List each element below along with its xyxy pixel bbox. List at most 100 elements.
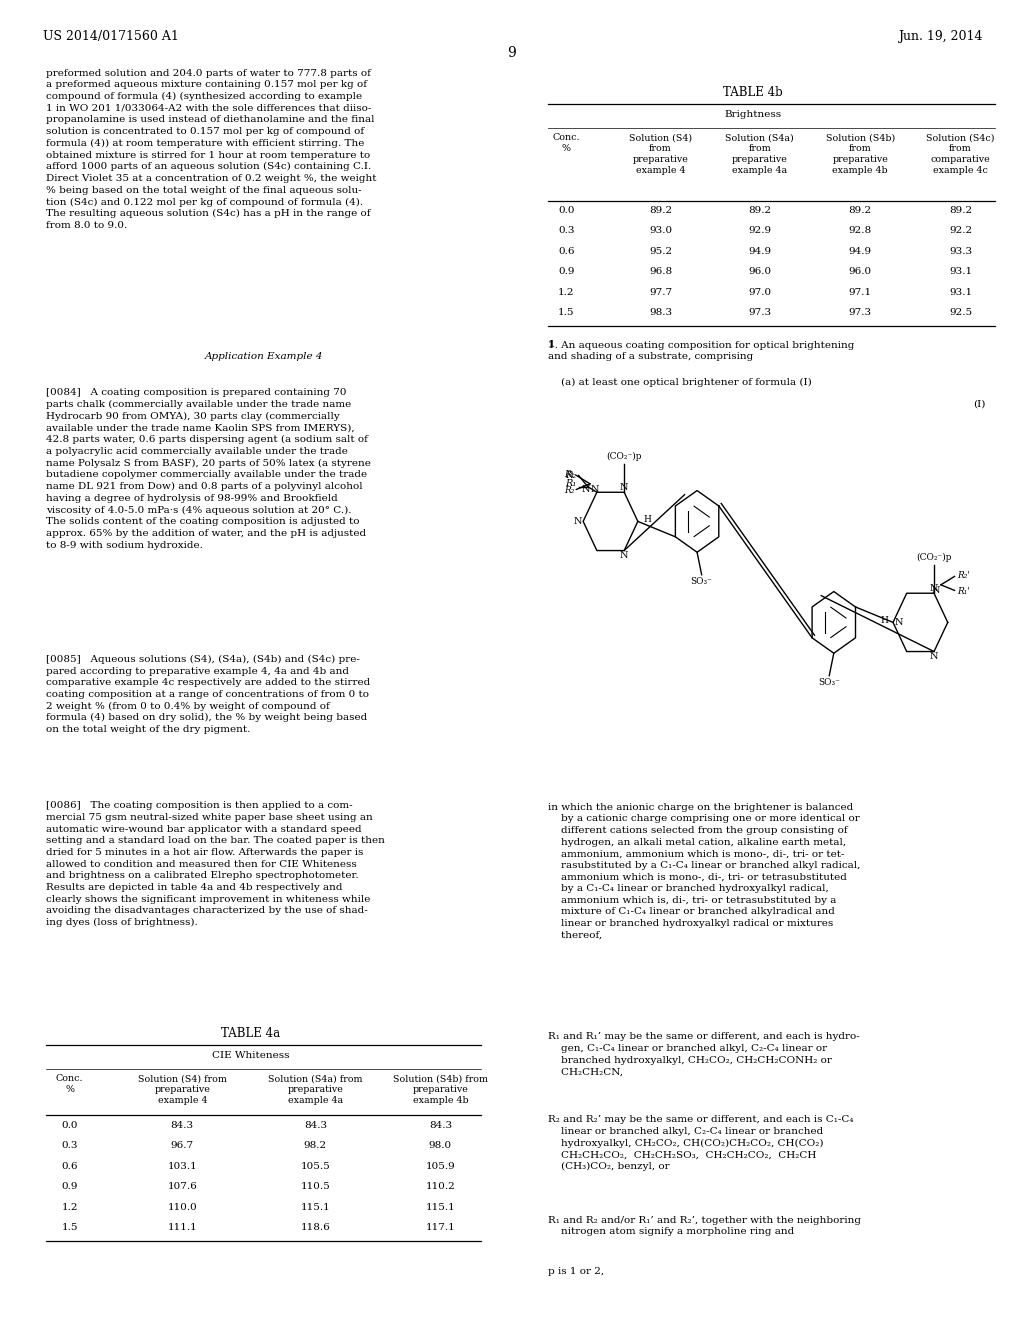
Text: 107.6: 107.6 [167, 1183, 198, 1191]
Text: 89.2: 89.2 [749, 206, 771, 215]
Text: R₁': R₁' [956, 587, 970, 597]
Text: N: N [930, 652, 938, 660]
Text: 97.3: 97.3 [849, 309, 871, 317]
Text: 97.1: 97.1 [849, 288, 871, 297]
Text: 0.6: 0.6 [558, 247, 574, 256]
Text: 0.3: 0.3 [61, 1140, 78, 1150]
Text: 111.1: 111.1 [167, 1222, 198, 1232]
Text: 105.5: 105.5 [300, 1162, 331, 1171]
Text: (CO₂⁻)p: (CO₂⁻)p [606, 453, 642, 462]
Text: 110.5: 110.5 [300, 1183, 331, 1191]
Text: 95.2: 95.2 [649, 247, 672, 256]
Text: 89.2: 89.2 [649, 206, 672, 215]
Text: N: N [894, 618, 903, 627]
Text: R₁ and R₁’ may be the same or different, and each is hydro-
    gen, C₁-C₄ linea: R₁ and R₁’ may be the same or different,… [548, 1032, 859, 1076]
Text: 94.9: 94.9 [849, 247, 871, 256]
Text: R₁: R₁ [563, 470, 574, 479]
Text: 97.7: 97.7 [649, 288, 672, 297]
Text: (a) at least one optical brightener of formula (I): (a) at least one optical brightener of f… [548, 378, 812, 387]
Text: 105.9: 105.9 [425, 1162, 456, 1171]
Text: Conc.
%: Conc. % [553, 133, 580, 153]
Text: 96.7: 96.7 [171, 1140, 194, 1150]
Text: 97.3: 97.3 [749, 309, 771, 317]
Text: 1. An aqueous coating composition for optical brightening
and shading of a subst: 1. An aqueous coating composition for op… [548, 341, 854, 362]
Text: 0.0: 0.0 [558, 206, 574, 215]
Text: 1.5: 1.5 [61, 1222, 78, 1232]
Text: US 2014/0171560 A1: US 2014/0171560 A1 [43, 30, 179, 44]
Text: Solution (S4) from
preparative
example 4: Solution (S4) from preparative example 4 [138, 1074, 226, 1105]
Text: [0084]   A coating composition is prepared containing 70
parts chalk (commercial: [0084] A coating composition is prepared… [46, 388, 371, 549]
Text: 110.0: 110.0 [167, 1203, 198, 1212]
Text: 93.1: 93.1 [949, 288, 972, 297]
Text: 118.6: 118.6 [300, 1222, 331, 1232]
Text: 92.5: 92.5 [949, 309, 972, 317]
Text: 89.2: 89.2 [949, 206, 972, 215]
Text: Conc.
%: Conc. % [56, 1074, 83, 1094]
Text: R₁ and R₂ and/or R₁’ and R₂’, together with the neighboring
    nitrogen atom si: R₁ and R₂ and/or R₁’ and R₂’, together w… [548, 1216, 861, 1237]
Text: 97.0: 97.0 [749, 288, 771, 297]
Text: 115.1: 115.1 [300, 1203, 331, 1212]
Text: p is 1 or 2,: p is 1 or 2, [548, 1267, 604, 1276]
Text: 84.3: 84.3 [171, 1121, 194, 1130]
Text: 84.3: 84.3 [304, 1121, 327, 1130]
Text: Solution (S4a) from
preparative
example 4a: Solution (S4a) from preparative example … [268, 1074, 362, 1105]
Text: 115.1: 115.1 [425, 1203, 456, 1212]
Text: 0.6: 0.6 [61, 1162, 78, 1171]
Text: N: N [620, 483, 629, 492]
Text: 0.9: 0.9 [61, 1183, 78, 1191]
Text: 98.0: 98.0 [429, 1140, 452, 1150]
Text: N: N [582, 484, 590, 494]
Text: [0085]   Aqueous solutions (S4), (S4a), (S4b) and (S4c) pre-
pared according to : [0085] Aqueous solutions (S4), (S4a), (S… [46, 655, 371, 734]
Text: 96.0: 96.0 [749, 267, 771, 276]
Text: Jun. 19, 2014: Jun. 19, 2014 [898, 30, 983, 44]
Text: R₂ and R₂’ may be the same or different, and each is C₁-C₄
    linear or branche: R₂ and R₂’ may be the same or different,… [548, 1115, 853, 1171]
Text: Brightness: Brightness [724, 110, 781, 119]
Text: 1.5: 1.5 [558, 309, 574, 317]
Text: Solution (S4c)
from
comparative
example 4c: Solution (S4c) from comparative example … [927, 133, 994, 174]
Text: Solution (S4b)
from
preparative
example 4b: Solution (S4b) from preparative example … [825, 133, 895, 174]
Text: 0.3: 0.3 [558, 226, 574, 235]
Text: 117.1: 117.1 [425, 1222, 456, 1232]
Text: 96.0: 96.0 [849, 267, 871, 276]
Text: TABLE 4b: TABLE 4b [723, 86, 782, 99]
Text: in which the anionic charge on the brightener is balanced
    by a cationic char: in which the anionic charge on the brigh… [548, 803, 860, 940]
Text: H: H [881, 616, 889, 626]
Text: TABLE 4a: TABLE 4a [221, 1027, 281, 1040]
Text: 98.3: 98.3 [649, 309, 672, 317]
Text: 1.2: 1.2 [61, 1203, 78, 1212]
Text: 93.3: 93.3 [949, 247, 972, 256]
Text: R₂': R₂' [956, 570, 970, 579]
Text: 103.1: 103.1 [167, 1162, 198, 1171]
Text: 1: 1 [548, 339, 555, 348]
Text: 92.9: 92.9 [749, 226, 771, 235]
Text: N: N [573, 517, 582, 525]
Text: N: N [590, 484, 599, 494]
Text: R₂: R₂ [563, 486, 574, 495]
Text: Solution (S4b) from
preparative
example 4b: Solution (S4b) from preparative example … [393, 1074, 487, 1105]
Text: 94.9: 94.9 [749, 247, 771, 256]
Text: 1.2: 1.2 [558, 288, 574, 297]
Text: Solution (S4a)
from
preparative
example 4a: Solution (S4a) from preparative example … [725, 133, 795, 174]
Text: 92.2: 92.2 [949, 226, 972, 235]
Text: N: N [620, 550, 629, 560]
Text: N: N [932, 586, 941, 595]
Text: 93.1: 93.1 [949, 267, 972, 276]
Text: [0086]   The coating composition is then applied to a com-
mercial 75 gsm neutra: [0086] The coating composition is then a… [46, 801, 385, 927]
Text: SO₃⁻: SO₃⁻ [691, 578, 713, 586]
Text: (I): (I) [973, 400, 985, 409]
Text: (CO₂⁻)p: (CO₂⁻)p [916, 553, 951, 562]
Text: 89.2: 89.2 [849, 206, 871, 215]
Text: SO₃⁻: SO₃⁻ [818, 678, 840, 688]
Text: 93.0: 93.0 [649, 226, 672, 235]
Text: H: H [644, 515, 651, 524]
Text: 84.3: 84.3 [429, 1121, 452, 1130]
Text: Application Example 4: Application Example 4 [205, 352, 324, 362]
Text: 96.8: 96.8 [649, 267, 672, 276]
Text: N: N [930, 585, 938, 593]
Text: 0.9: 0.9 [558, 267, 574, 276]
Text: CIE Whiteness: CIE Whiteness [212, 1051, 290, 1060]
Text: 98.2: 98.2 [304, 1140, 327, 1150]
Text: 92.8: 92.8 [849, 226, 871, 235]
Text: 0.0: 0.0 [61, 1121, 78, 1130]
Text: R₁: R₁ [565, 479, 577, 488]
